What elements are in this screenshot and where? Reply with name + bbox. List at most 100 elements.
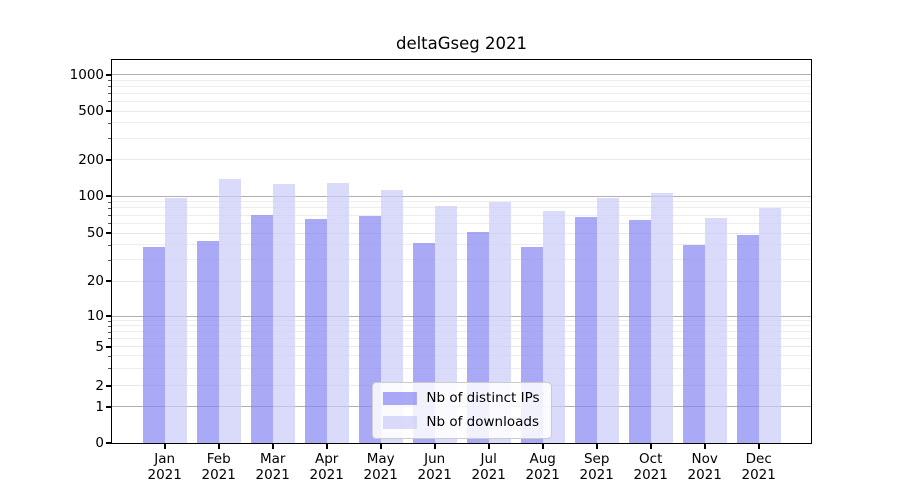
bar-downloads-sep	[596, 197, 619, 443]
minor-gridline-90	[112, 201, 811, 203]
x-tick-label-feb: Feb 2021	[201, 451, 236, 483]
y-tick	[106, 405, 111, 408]
y-minor-tick	[108, 93, 111, 95]
minor-gridline-900	[112, 79, 811, 81]
y-tick	[106, 280, 111, 282]
y-minor-tick	[108, 320, 111, 322]
legend-label-distinct-ips: Nb of distinct IPs	[426, 390, 540, 406]
minor-gridline-7	[112, 331, 811, 333]
y-minor-tick	[108, 122, 111, 124]
x-tick-label-apr: Apr 2021	[309, 451, 344, 483]
minor-gridline-600	[112, 100, 811, 102]
legend-entry-distinct-ips: Nb of distinct IPs	[382, 390, 540, 406]
x-tick	[163, 444, 166, 449]
y-minor-tick	[108, 244, 111, 246]
bar-distinct-ips-mar	[250, 215, 273, 443]
legend-entry-downloads: Nb of downloads	[382, 414, 539, 430]
x-tick	[217, 444, 220, 449]
gridline-100	[112, 195, 811, 197]
minor-gridline-8	[112, 325, 811, 327]
y-minor-tick	[108, 80, 111, 82]
bar-distinct-ips-nov	[682, 244, 705, 443]
bar-downloads-dec	[758, 207, 781, 443]
minor-gridline-300	[112, 137, 811, 139]
bar-downloads-may	[380, 190, 403, 443]
chart-title: deltaGseg 2021	[395, 34, 528, 53]
bar-distinct-ips-jan	[142, 247, 165, 443]
bar-distinct-ips-apr	[304, 219, 327, 443]
x-tick	[271, 444, 274, 449]
minor-gridline-70	[112, 214, 811, 216]
x-tick	[703, 444, 706, 449]
y-minor-tick	[108, 101, 111, 103]
minor-gridline-400	[112, 122, 811, 124]
y-minor-tick	[108, 138, 111, 140]
y-tick-label-2: 2	[95, 377, 104, 394]
bar-downloads-oct	[650, 192, 673, 443]
gridline-500	[112, 110, 811, 112]
bar-distinct-ips-oct	[628, 219, 651, 443]
minor-gridline-4	[112, 355, 811, 357]
x-tick-label-may: May 2021	[363, 451, 398, 483]
minor-gridline-80	[112, 207, 811, 209]
y-minor-tick	[108, 259, 111, 261]
x-tick-label-dec: Dec 2021	[741, 451, 776, 483]
bar-distinct-ips-sep	[574, 217, 597, 443]
y-tick-label-20: 20	[86, 273, 104, 289]
y-tick	[106, 232, 111, 234]
x-tick-label-nov: Nov 2021	[687, 451, 722, 483]
y-tick-label-500: 500	[78, 103, 104, 119]
y-tick-label-1000: 1000	[69, 66, 104, 83]
y-minor-tick	[108, 338, 111, 340]
minor-gridline-9	[112, 320, 811, 322]
y-tick-label-100: 100	[78, 188, 104, 204]
y-tick-label-50: 50	[86, 225, 104, 241]
y-tick-label-10: 10	[86, 308, 104, 324]
bar-distinct-ips-feb	[196, 240, 219, 443]
gridline-20	[112, 280, 811, 282]
bar-downloads-mar	[272, 183, 295, 443]
y-minor-tick	[108, 331, 111, 333]
y-tick	[106, 345, 111, 348]
y-minor-tick	[108, 325, 111, 327]
x-tick-label-jun: Jun 2021	[417, 451, 452, 483]
y-minor-tick	[108, 223, 111, 225]
bar-distinct-ips-dec	[736, 235, 759, 443]
x-tick	[325, 444, 328, 449]
x-tick	[487, 444, 490, 449]
x-tick	[541, 444, 544, 449]
y-tick	[106, 110, 111, 112]
bar-downloads-jan	[164, 197, 187, 443]
y-tick	[106, 315, 111, 317]
minor-gridline-60	[112, 222, 811, 224]
legend-label-downloads: Nb of downloads	[426, 414, 539, 430]
x-tick-label-sep: Sep 2021	[579, 451, 614, 483]
legend-swatch-distinct-ips-icon	[382, 391, 417, 405]
minor-gridline-800	[112, 85, 811, 87]
minor-gridline-30	[112, 259, 811, 261]
y-tick-label-1: 1	[95, 398, 104, 415]
gridline-50	[112, 232, 811, 234]
x-tick-label-aug: Aug 2021	[525, 451, 560, 483]
gridline-1000	[112, 74, 811, 75]
y-tick	[106, 158, 111, 161]
x-tick	[433, 444, 436, 449]
y-minor-tick	[108, 86, 111, 88]
minor-gridline-40	[112, 244, 811, 246]
plot-area: Nb of distinct IPs Nb of downloads	[111, 59, 812, 444]
y-tick-label-0: 0	[95, 435, 104, 451]
y-minor-tick	[108, 215, 111, 217]
minor-gridline-6	[112, 337, 811, 339]
y-tick-label-200: 200	[78, 151, 104, 168]
gridline-200	[112, 159, 811, 160]
x-tick	[595, 444, 598, 449]
x-tick	[649, 444, 652, 449]
y-tick	[106, 384, 111, 387]
y-minor-tick	[108, 201, 111, 203]
x-tick-label-mar: Mar 2021	[255, 451, 290, 483]
y-minor-tick	[108, 355, 111, 357]
minor-gridline-3	[112, 367, 811, 369]
x-tick	[379, 444, 382, 449]
y-tick-label-5: 5	[95, 338, 104, 355]
